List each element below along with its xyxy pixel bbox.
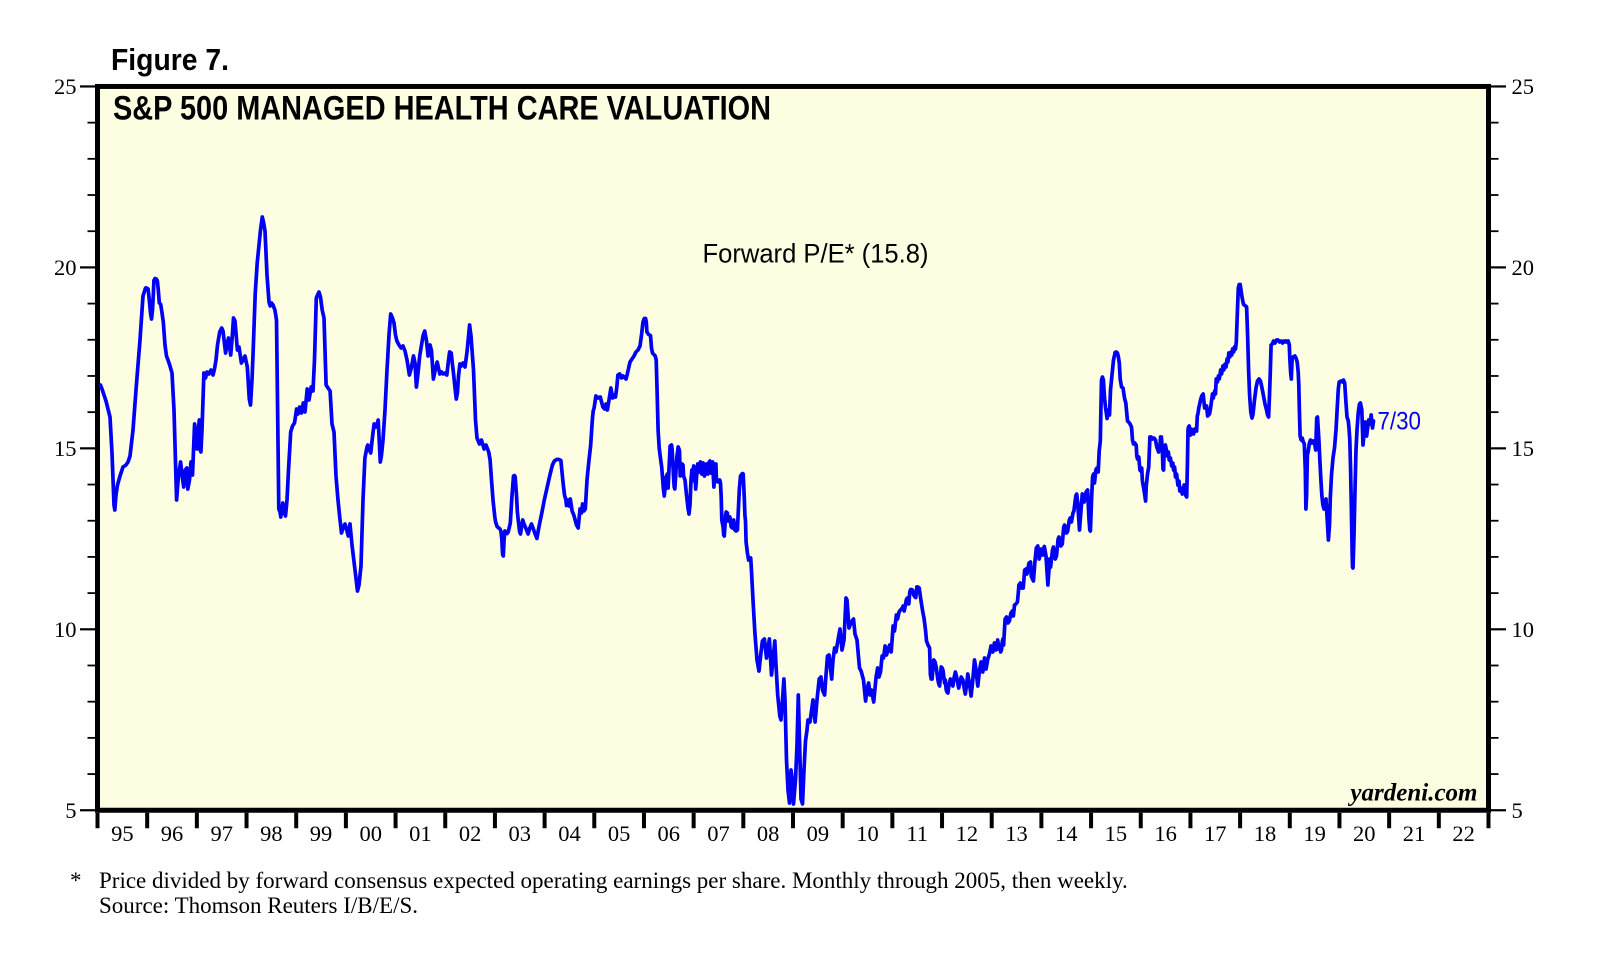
svg-text:yardeni.com: yardeni.com: [1347, 780, 1477, 807]
svg-text:02: 02: [459, 821, 482, 846]
svg-text:17: 17: [1204, 821, 1227, 846]
svg-text:00: 00: [359, 821, 382, 846]
svg-text:18: 18: [1254, 821, 1277, 846]
svg-text:98: 98: [260, 821, 283, 846]
svg-text:10: 10: [856, 821, 879, 846]
svg-text:95: 95: [111, 821, 134, 846]
svg-text:25: 25: [54, 74, 77, 99]
svg-text:96: 96: [161, 821, 184, 846]
svg-text:03: 03: [509, 821, 532, 846]
svg-text:14: 14: [1055, 821, 1078, 846]
svg-text:19: 19: [1303, 821, 1326, 846]
svg-text:Source: Thomson Reuters I/B/E/: Source: Thomson Reuters I/B/E/S.: [99, 893, 418, 918]
svg-text:09: 09: [807, 821, 830, 846]
svg-text:08: 08: [757, 821, 780, 846]
svg-text:25: 25: [1512, 74, 1535, 99]
svg-text:22: 22: [1452, 821, 1475, 846]
svg-text:20: 20: [54, 255, 77, 280]
svg-text:01: 01: [409, 821, 432, 846]
svg-text:S&P 500 MANAGED HEALTH CARE VA: S&P 500 MANAGED HEALTH CARE VALUATION: [113, 90, 771, 128]
svg-text:Figure 7.: Figure 7.: [111, 42, 229, 77]
svg-text:21: 21: [1403, 821, 1426, 846]
svg-text:15: 15: [54, 436, 77, 461]
svg-text:07: 07: [707, 821, 730, 846]
svg-text:10: 10: [54, 617, 77, 642]
svg-text:05: 05: [608, 821, 631, 846]
svg-text:5: 5: [65, 798, 76, 823]
svg-text:15: 15: [1105, 821, 1128, 846]
svg-text:Price divided by forward conse: Price divided by forward consensus expec…: [99, 868, 1128, 893]
svg-text:15: 15: [1512, 436, 1535, 461]
svg-text:99: 99: [310, 821, 333, 846]
svg-text:20: 20: [1353, 821, 1376, 846]
svg-text:13: 13: [1005, 821, 1028, 846]
svg-text:12: 12: [956, 821, 979, 846]
svg-text:*: *: [70, 868, 82, 893]
svg-text:20: 20: [1512, 255, 1535, 280]
svg-text:04: 04: [558, 821, 581, 846]
svg-text:10: 10: [1512, 617, 1535, 642]
svg-text:5: 5: [1512, 798, 1523, 823]
svg-text:11: 11: [906, 821, 928, 846]
svg-text:97: 97: [210, 821, 233, 846]
svg-text:06: 06: [658, 821, 681, 846]
svg-text:16: 16: [1154, 821, 1177, 846]
svg-text:7/30: 7/30: [1378, 408, 1422, 436]
svg-text:Forward P/E* (15.8): Forward P/E* (15.8): [703, 239, 929, 269]
